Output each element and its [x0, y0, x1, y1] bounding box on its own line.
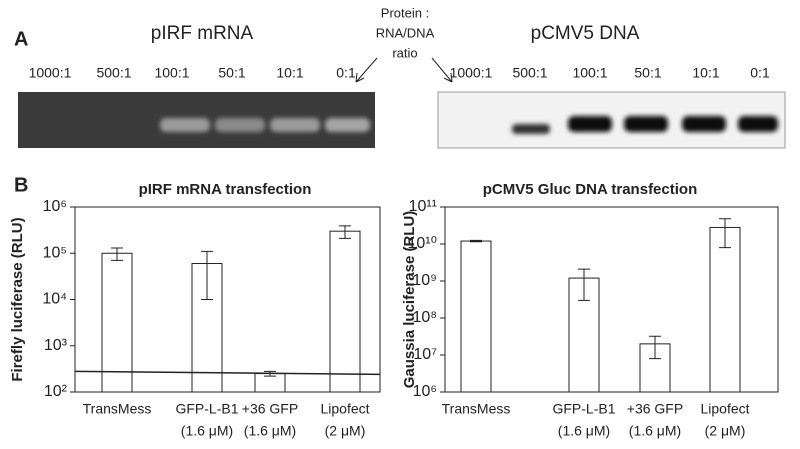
bar [101, 252, 133, 393]
y-tick-label: 10¹¹ [409, 198, 437, 215]
gel-right [437, 91, 786, 149]
y-tick-label: 10⁴ [42, 291, 67, 308]
x-tick-label: Lipofect [700, 401, 749, 417]
y-tick-label: 10¹⁰ [407, 235, 437, 252]
lane-label: 100:1 [154, 65, 189, 81]
error-bar [470, 239, 482, 243]
y-axis-label: Gaussia luciferase (RLU) [401, 211, 418, 389]
lane-label: 0:1 [750, 65, 770, 81]
lane-label: 10:1 [276, 65, 303, 81]
gel-band [160, 118, 210, 132]
x-tick-label: (2 μM) [325, 423, 366, 439]
error-bar [578, 268, 590, 301]
y-tick-label: 10⁶ [43, 198, 67, 215]
plot-frame [74, 206, 381, 393]
ratio-note: ratio [392, 45, 417, 60]
x-tick-label: GFP-L-B1 [552, 401, 615, 417]
gel-band [682, 116, 726, 132]
lane-label: 1000:1 [29, 65, 72, 81]
gel-band [325, 118, 370, 132]
gel-band [270, 118, 320, 132]
ratio-note: RNA/DNA [376, 25, 435, 40]
x-tick-label: (1.6 μM) [244, 423, 296, 439]
lane-label: 0:1 [336, 65, 356, 81]
x-tick-label: (2 μM) [705, 423, 746, 439]
error-bar [339, 225, 351, 239]
gel-band [738, 116, 778, 132]
x-tick-label: GFP-L-B1 [175, 401, 238, 417]
lane-label: 50:1 [634, 65, 661, 81]
x-tick-label: +36 GFP [242, 401, 298, 417]
lane-label: 100:1 [572, 65, 607, 81]
x-tick-label: (1.6 μM) [181, 423, 233, 439]
error-bar [719, 218, 731, 249]
error-bar [649, 335, 661, 360]
lane-label: 500:1 [512, 65, 547, 81]
bar [329, 230, 361, 393]
gel-title: pCMV5 DNA [531, 23, 640, 44]
error-bar [201, 250, 213, 300]
bar [460, 240, 492, 393]
y-tick-label: 10⁵ [43, 244, 67, 261]
gel-background [437, 91, 786, 149]
gel-band [624, 116, 668, 132]
gel-band [215, 118, 265, 132]
chart-title: pCMV5 Gluc DNA transfection [483, 181, 697, 198]
x-tick-label: (1.6 μM) [629, 423, 681, 439]
chart-title: pIRF mRNA transfection [139, 181, 312, 198]
y-tick-label: 10³ [44, 337, 68, 354]
bar [709, 226, 741, 393]
y-axis-label: Firefly luciferase (RLU) [9, 217, 26, 381]
arrow [355, 57, 378, 83]
lane-label: 10:1 [692, 65, 719, 81]
y-tick-label: 10⁷ [413, 346, 437, 363]
reference-line [74, 370, 381, 376]
x-tick-label: Lipofect [320, 401, 369, 417]
x-tick-label: (1.6 μM) [558, 423, 610, 439]
y-tick-label: 10⁶ [413, 383, 437, 400]
lane-label: 500:1 [96, 65, 131, 81]
x-tick-label: TransMess [83, 401, 152, 417]
gel-band [568, 116, 612, 132]
gel-band [512, 124, 550, 134]
arrow [431, 57, 453, 83]
panel-label: B [14, 174, 28, 196]
x-tick-label: +36 GFP [627, 401, 683, 417]
error-bar [111, 247, 123, 261]
y-tick-label: 10⁹ [412, 272, 437, 289]
ratio-note: Protein : [381, 5, 429, 20]
x-tick-label: TransMess [442, 401, 511, 417]
plot-frame [444, 206, 779, 393]
y-tick-label: 10² [44, 383, 68, 400]
lane-label: 50:1 [218, 65, 245, 81]
gel-title: pIRF mRNA [151, 23, 254, 44]
y-tick-label: 10⁸ [412, 309, 437, 326]
panel-label: A [14, 28, 28, 50]
lane-label: 1000:1 [450, 65, 493, 81]
gel-left [18, 92, 375, 148]
